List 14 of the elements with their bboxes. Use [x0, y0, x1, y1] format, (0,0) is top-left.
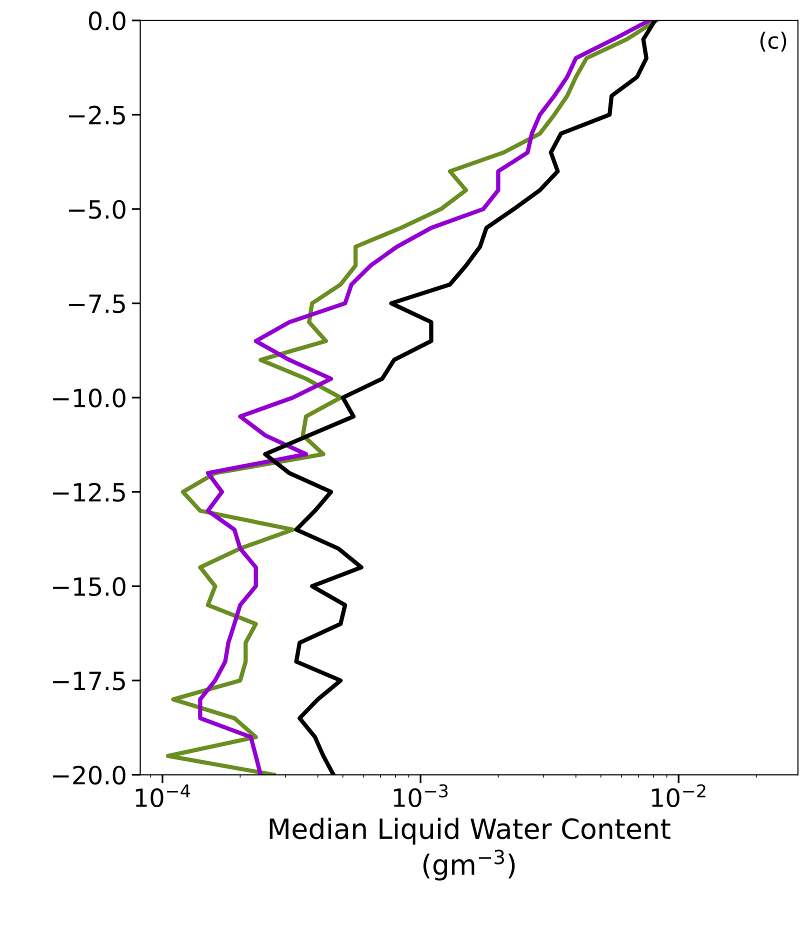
y-tick-label: −17.5: [53, 672, 125, 690]
y-tick-label: 0.0: [88, 11, 126, 30]
y-tick-label: −7.5: [68, 294, 125, 314]
x-tick-label: 10$^{−4}$: [136, 784, 190, 808]
y-tick-label: −5.0: [68, 200, 126, 219]
y-tick-label: −2.5: [68, 106, 125, 125]
x-tick-label: 10$^{−2}$: [652, 784, 706, 808]
y-tick-label: −12.5: [53, 482, 125, 502]
x-axis-title: Median Liquid Water Content (gm$^{−3}$): [270, 818, 670, 881]
x-tick-label: 10$^{−3}$: [394, 784, 448, 808]
y-tick-label: −10.0: [53, 388, 126, 408]
y-tick-label: −15.0: [53, 577, 126, 596]
y-tick-label: −20.0: [53, 766, 126, 785]
annotation: (c): [760, 32, 786, 52]
